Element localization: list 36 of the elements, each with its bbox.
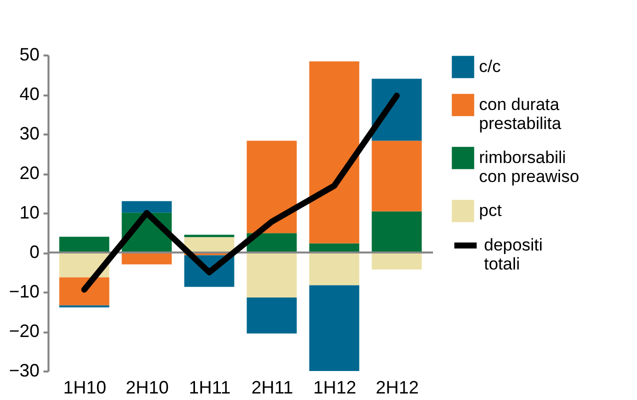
bar — [372, 211, 422, 252]
bar — [372, 252, 422, 270]
bar — [246, 298, 297, 334]
bar — [184, 234, 234, 238]
y-tick-label: 50 — [19, 44, 40, 64]
y-tick-label: 0 — [29, 242, 40, 262]
bar — [122, 252, 172, 264]
y-tick-label: −30 — [8, 360, 40, 380]
bar — [309, 61, 360, 244]
bar — [372, 140, 422, 212]
legend-label: rimborsabili con preawiso — [479, 148, 580, 186]
x-tick-label: 2H10 — [126, 378, 169, 398]
bar — [309, 285, 360, 371]
legend-label: c/c — [479, 57, 502, 76]
y-tick-label: 40 — [19, 84, 40, 104]
y-tick-label: 30 — [19, 124, 40, 144]
bar — [59, 236, 110, 252]
bar — [309, 252, 360, 286]
x-tick-label: 2H12 — [376, 378, 419, 398]
legend-label: depositi totali — [484, 236, 543, 274]
y-tick-label: 20 — [19, 163, 40, 183]
y-tick-label: 10 — [19, 202, 40, 222]
bar — [184, 237, 234, 252]
bar — [246, 140, 297, 234]
legend-label: con durata prestabilita — [479, 95, 562, 133]
bar — [122, 201, 172, 213]
x-tick-label: 2H11 — [251, 378, 294, 398]
bar — [246, 252, 297, 298]
y-tick-label: −10 — [8, 282, 40, 302]
x-tick-label: 1H12 — [313, 378, 356, 398]
bar — [59, 277, 110, 306]
x-tick-label: 1H10 — [63, 378, 106, 398]
legend-label: pct — [479, 201, 502, 220]
y-tick-label: −20 — [8, 321, 40, 341]
x-tick-label: 1H11 — [188, 378, 231, 398]
bar — [372, 78, 422, 141]
